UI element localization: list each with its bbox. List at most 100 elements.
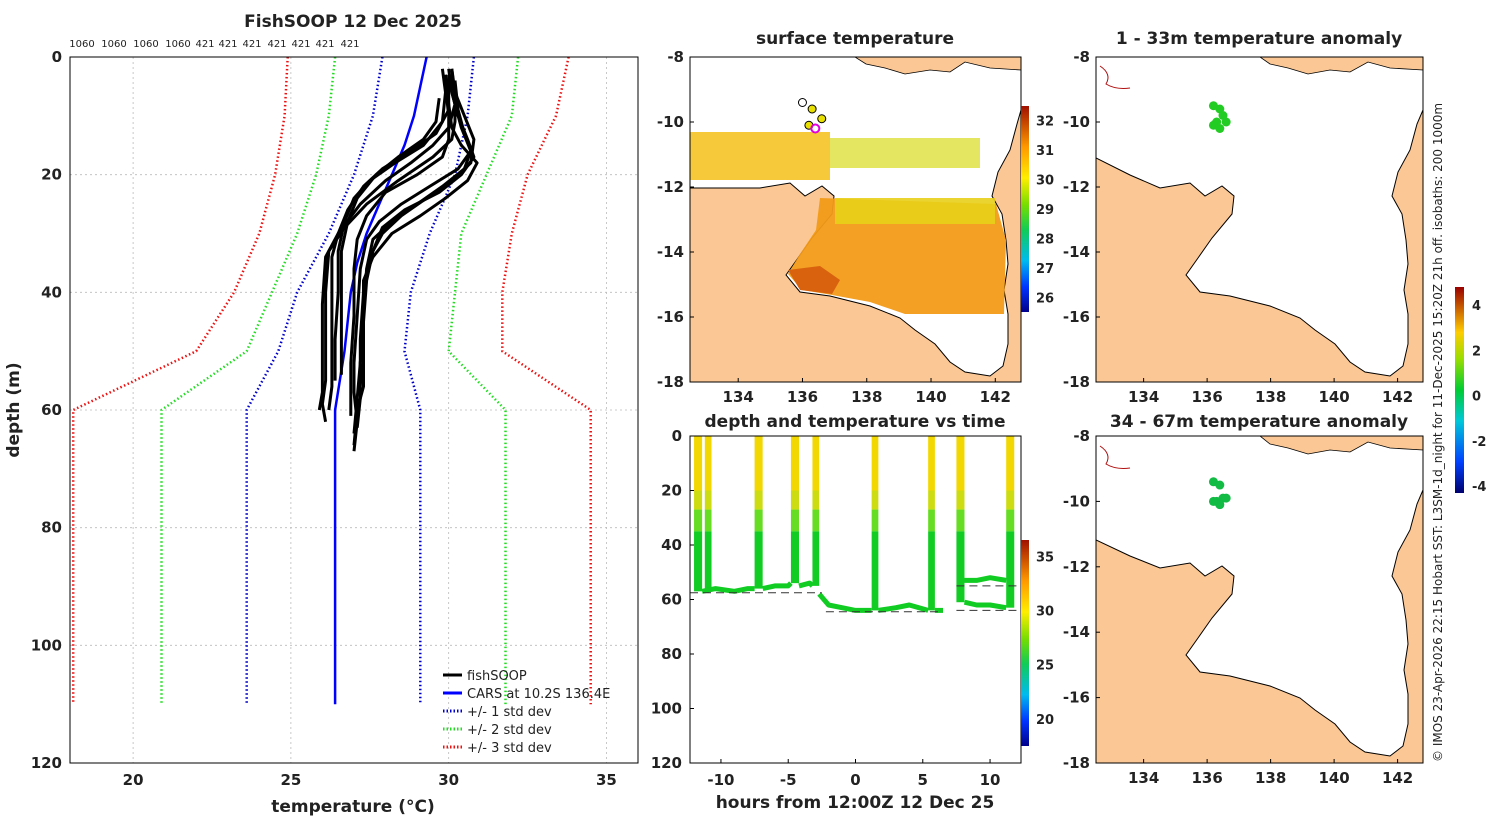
profile-ylabel: depth (m) — [4, 362, 24, 457]
sst-colorbar — [1021, 106, 1029, 312]
anom-shallow-reef — [1099, 65, 1131, 89]
sst-field-gulf-warm — [788, 266, 840, 294]
ts-cast-band — [704, 490, 712, 510]
profile-count-label: 421 — [242, 39, 261, 50]
profile-xtick: 25 — [280, 771, 301, 789]
timeseries-xlabel: hours from 12:00Z 12 Dec 25 — [716, 793, 995, 813]
profile-title: FishSOOP 12 Dec 2025 — [244, 12, 462, 32]
ts-cast-band — [790, 531, 799, 584]
profile-grid — [70, 56, 638, 764]
timeseries-title: depth and temperature vs time — [705, 412, 1006, 432]
profile-xtick: 20 — [123, 771, 144, 789]
profile-series-line — [352, 74, 479, 446]
profile-count-label: 421 — [291, 39, 310, 50]
ts-cast-band — [790, 436, 799, 491]
map-ytick: -12 — [657, 178, 684, 196]
anom-shallow-area — [1096, 57, 1423, 382]
profile-series-line — [320, 68, 457, 423]
profile-panel: FishSOOP 12 Dec 2025 1060 1060 1060 1060 421… — [4, 12, 639, 817]
ts-cast-band — [1006, 436, 1015, 491]
ts-ytick: 120 — [651, 754, 682, 772]
ts-bottom-track — [701, 586, 755, 594]
ts-cast-band — [812, 490, 820, 510]
ts-cast-band — [871, 436, 879, 491]
ts-cast-band — [956, 531, 965, 603]
profile-count-label: 421 — [315, 39, 334, 50]
ts-cast-band — [1006, 490, 1015, 510]
ts-cast-band — [928, 531, 935, 611]
ts-cast-band — [704, 436, 712, 491]
map-ytick: -18 — [657, 373, 684, 391]
map-ytick: -16 — [657, 308, 684, 326]
sst-map-panel: surface temperature 134 136 138 140 142 -8 -10… — [657, 29, 1054, 406]
anom-deep-area — [1096, 436, 1423, 763]
anom-shallow-panel: 1 - 33m temperature anomaly 134 136 138 140… — [1063, 29, 1424, 406]
sst-colorbar-tick: 28 — [1036, 232, 1054, 247]
ts-bottom-track — [963, 599, 1007, 611]
ts-cast-band — [704, 531, 712, 592]
anom-deep-points — [1208, 477, 1231, 510]
profile-top-counts: 1060 1060 1060 1060 421 421 421 421 421 421 421 — [69, 39, 359, 50]
ts-cast-band — [956, 436, 965, 491]
map-xtick: 142 — [1382, 769, 1413, 787]
ts-ytick: 80 — [661, 645, 682, 663]
ts-cast-band — [871, 509, 879, 532]
anom-colorbar-tick: 2 — [1472, 344, 1481, 359]
map-xtick: 136 — [787, 388, 818, 406]
timeseries-frame — [689, 435, 1022, 764]
anom-shallow-point — [1221, 117, 1231, 127]
sst-field-north2 — [830, 138, 980, 168]
anom-deep-point — [1208, 496, 1218, 506]
map-ytick: -14 — [657, 243, 684, 261]
sst-map-area — [690, 57, 1021, 382]
anom-colorbar-tick: -2 — [1472, 435, 1486, 450]
sst-colorbar-tick: 27 — [1036, 262, 1054, 277]
map-ytick: -8 — [1073, 48, 1090, 66]
profile-count-label: 421 — [195, 39, 214, 50]
sst-colorbar-tick: 29 — [1036, 203, 1054, 218]
map-xtick: 134 — [723, 388, 754, 406]
legend-std2: +/- 2 std dev — [467, 723, 552, 738]
map-xtick: 142 — [980, 388, 1011, 406]
profile-axes-frame — [69, 56, 639, 764]
map-ytick: -8 — [667, 48, 684, 66]
sst-map-marker — [807, 104, 817, 114]
ts-xtick: 10 — [980, 771, 1001, 789]
map-ytick: -16 — [1063, 308, 1090, 326]
anom-deep-land-north — [1259, 436, 1423, 455]
ts-colorbar-tick: 25 — [1036, 659, 1054, 674]
map-xtick: 140 — [915, 388, 946, 406]
profile-series-line — [349, 86, 451, 416]
map-xtick: 140 — [1318, 769, 1349, 787]
anom-deep-point — [1221, 493, 1231, 503]
map-xtick: 134 — [1128, 769, 1159, 787]
map-xtick: 136 — [1191, 388, 1222, 406]
ts-colorbar-tick: 20 — [1036, 713, 1054, 728]
map-ytick: -14 — [1063, 623, 1090, 641]
profile-ytick: 20 — [41, 166, 62, 184]
map-xtick: 134 — [1128, 388, 1159, 406]
timeseries-panel: depth and temperature vs time -10 -5 0 5 100… — [651, 412, 1054, 813]
ts-cast-band — [928, 509, 935, 532]
profile-lines — [71, 57, 592, 705]
anom-deep-panel: 34 - 67m temperature anomaly 134 136 138 14… — [1063, 287, 1486, 787]
sst-map-ticks: 134 136 138 140 142 -8 -10 -12 -14 -16 -18 — [657, 48, 1011, 406]
ts-cast-band — [928, 490, 935, 510]
sst-colorbar-tick: 26 — [1036, 291, 1054, 306]
sst-colorbar-tick: 31 — [1036, 144, 1054, 159]
sst-land-north — [854, 57, 1021, 75]
ts-cast-band — [694, 509, 703, 532]
profile-series-line — [339, 97, 441, 375]
timeseries-colorbar — [1021, 540, 1029, 746]
ts-cast-band — [956, 509, 965, 532]
profile-series-line — [333, 57, 428, 705]
profile-count-label: 421 — [267, 39, 286, 50]
map-ytick: -10 — [657, 113, 684, 131]
map-xtick: 138 — [1255, 388, 1286, 406]
ts-ytick: 0 — [672, 427, 682, 445]
map-ytick: -10 — [1063, 113, 1090, 131]
footer-text: © IMOS 23-Apr-2026 22:15 Hobart SST: L3S… — [1431, 103, 1445, 762]
ts-cast-band — [694, 436, 703, 491]
